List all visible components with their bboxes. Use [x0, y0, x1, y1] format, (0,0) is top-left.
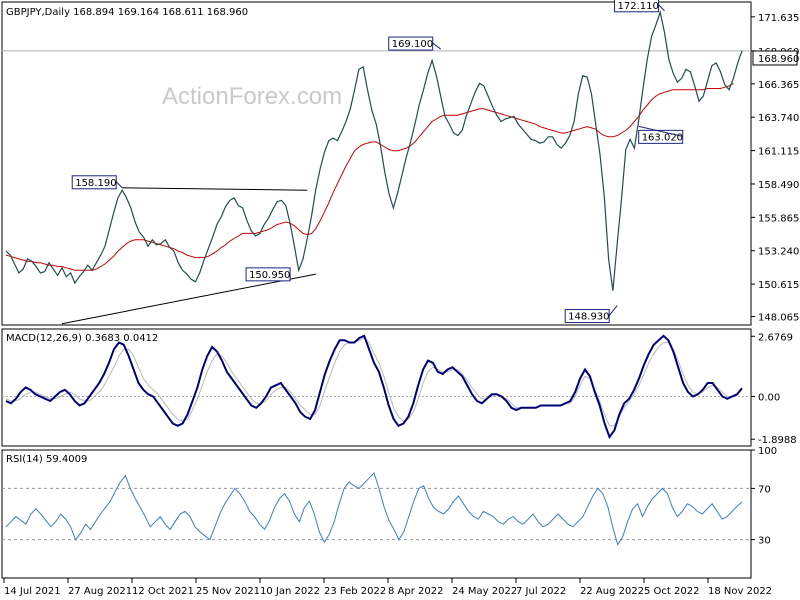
- macd-y-tick-label: -1.8988: [758, 435, 797, 446]
- annotation-label: 158.190: [75, 178, 116, 189]
- rsi-y-tick-label: 100: [758, 446, 777, 457]
- price-panel-frame: [1, 1, 752, 326]
- price-y-tick-label: 148.065: [758, 313, 799, 324]
- price-y-tick-label: 155.865: [758, 213, 799, 224]
- moving-average-line: [5, 82, 734, 271]
- annotation-leader: [608, 305, 618, 316]
- price-y-tick-label: 161.115: [758, 147, 799, 158]
- annotation-leader: [658, 4, 665, 12]
- macd-line: [5, 334, 743, 440]
- x-axis: 14 Jul 2021 27 Aug 2021 12 Oct 2021 25 Nov …: [3, 578, 772, 597]
- support-trendline: [61, 273, 316, 325]
- annotation-box: [564, 309, 610, 324]
- x-tick-label: 10 Jan 2022: [260, 586, 320, 597]
- x-tick-label: 18 Nov 2022: [708, 586, 772, 597]
- price-y-tick-label: 163.740: [758, 113, 799, 124]
- x-tick-label: 23 Feb 2022: [324, 586, 386, 597]
- annotation-label: 163.020: [642, 132, 683, 143]
- x-tick-label: 5 Oct 2022: [644, 586, 699, 597]
- resistance-trendline: [122, 187, 308, 191]
- price-annotations: 158.190 150.950 169.100 172.110 163.020 148.9…: [71, 0, 684, 324]
- price-y-tick-label: 166.365: [758, 80, 799, 91]
- last-price-marker: 168.960: [752, 50, 799, 66]
- macd-panel-frame: [1, 328, 752, 447]
- annotation-leader: [432, 42, 442, 50]
- annotation-label: 150.950: [249, 270, 290, 281]
- rsi-panel-frame: [1, 449, 752, 579]
- x-tick-label: 7 Jul 2022: [516, 586, 566, 597]
- macd-series: [5, 334, 743, 440]
- price-panel: ActionForex.com GBPJPY,Daily 168.894 169…: [1, 0, 799, 326]
- x-tick-label: 25 Nov 2021: [196, 586, 260, 597]
- rsi-y-tick-label: 30: [758, 536, 771, 547]
- x-tick-label: 12 Oct 2021: [132, 586, 194, 597]
- price-header: GBPJPY,Daily 168.894 169.164 168.611 168…: [6, 7, 248, 18]
- price-y-tick-label: 150.615: [758, 280, 799, 291]
- x-tick-label: 8 Apr 2022: [388, 586, 443, 597]
- annotation-label: 172.110: [618, 1, 659, 12]
- rsi-series: [5, 472, 743, 546]
- annotation-label: 169.100: [392, 39, 433, 50]
- macd-header: MACD(12,26,9) 0.3683 0.0412: [6, 333, 158, 344]
- price-series: [5, 9, 743, 291]
- macd-y-tick-label: 0.00: [758, 393, 780, 404]
- price-y-tick-label: 158.490: [758, 180, 799, 191]
- annotation-label: 148.930: [568, 312, 609, 323]
- macd-y-axis: 2.6769 0.00 -1.8988: [2, 332, 797, 446]
- rsi-header: RSI(14) 59.4009: [6, 454, 87, 465]
- rsi-y-axis: 100 70 30: [2, 446, 777, 547]
- rsi-panel: RSI(14) 59.4009 100 70 30: [1, 446, 777, 579]
- x-tick-label: 14 Jul 2021: [4, 586, 61, 597]
- last-price-label: 168.960: [758, 54, 799, 65]
- rsi-y-tick-label: 70: [758, 484, 771, 495]
- x-tick-label: 24 May 2022: [452, 586, 517, 597]
- price-y-tick-label: 153.240: [758, 247, 799, 258]
- last-price-box: [752, 50, 798, 66]
- x-tick-label: 27 Aug 2021: [68, 586, 132, 597]
- price-y-tick-label: 171.635: [758, 13, 799, 24]
- annotation-leader: [638, 125, 683, 137]
- price-trendlines: [61, 187, 316, 325]
- annotation-leader: [115, 181, 123, 189]
- watermark: ActionForex.com: [162, 83, 342, 110]
- macd-panel: MACD(12,26,9) 0.3683 0.0412 2.6769 0.00 -1…: [1, 328, 797, 447]
- macd-y-tick-label: 2.6769: [758, 332, 793, 343]
- rsi-line: [5, 472, 743, 546]
- x-tick-label: 22 Aug 2022: [580, 586, 644, 597]
- price-line: [5, 9, 743, 291]
